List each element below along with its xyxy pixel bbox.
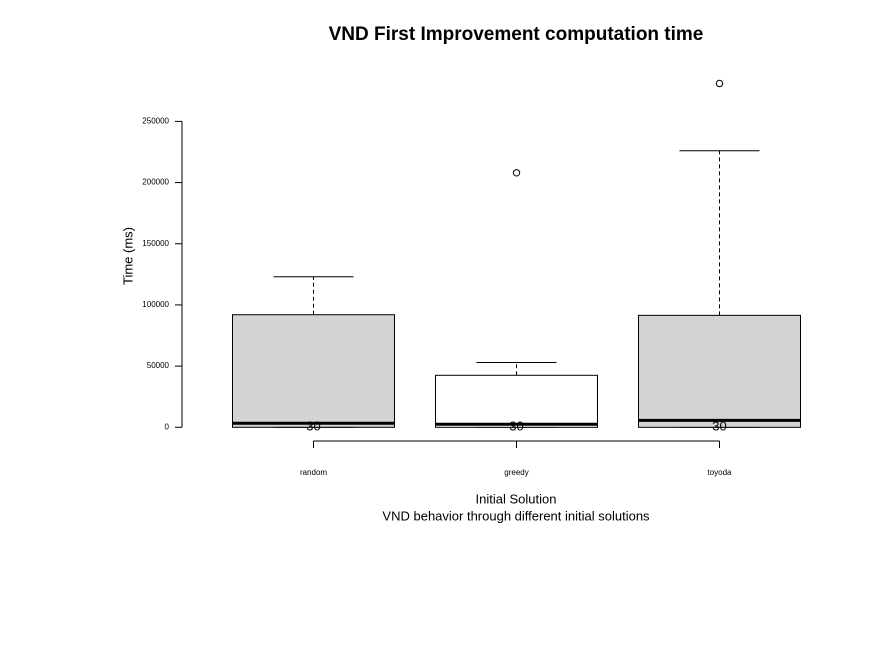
x-tick-label: toyoda [707,468,732,477]
chart-title: VND First Improvement computation time [329,24,704,45]
outlier [512,169,521,177]
count-label: 30 [306,419,320,434]
count-label: 30 [509,419,523,434]
y-tick-label: 50000 [147,361,170,370]
y-tick-label: 100000 [142,300,169,309]
y-axis-label: Time (ms) [120,227,135,285]
box [638,314,801,428]
y-tick-label: 200000 [142,178,169,187]
y-tick-label: 250000 [142,117,169,126]
count-label: 30 [712,419,726,434]
x-tick-label: greedy [504,468,528,477]
y-tick-label: 150000 [142,239,169,248]
box [232,314,395,428]
subtitle: VND behavior through different initial s… [382,508,650,523]
outlier [715,79,724,88]
box [435,374,598,428]
x-tick-label: random [300,468,327,477]
y-tick-label: 0 [165,422,170,431]
x-axis-label: Initial Solution [476,491,557,506]
